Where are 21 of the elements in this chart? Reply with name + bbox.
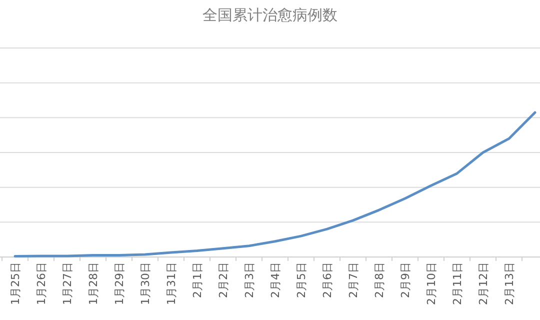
x-tick-label: 2月5日: [295, 262, 308, 298]
x-tick-label: 1月25日: [9, 262, 22, 305]
x-tick-label: 2月8日: [373, 262, 386, 298]
x-tick-label: 2月13日: [503, 262, 516, 305]
x-tick-label: 2月7日: [347, 262, 360, 298]
x-tick-label: 2月6日: [321, 262, 334, 298]
x-tick-label: 1月30日: [139, 262, 152, 305]
x-tick-label: 2月4日: [269, 262, 282, 298]
x-tick-label: 2月1日: [191, 262, 204, 298]
x-tick-label: 2月9日: [399, 262, 412, 298]
x-tick-label: 2月2日: [217, 262, 230, 298]
x-tick-label: 2月10日: [425, 262, 438, 305]
chart-title: 全国累计治愈病例数: [202, 6, 338, 24]
x-tick-label: 1月31日: [165, 262, 178, 305]
x-tick-label: 1月27日: [61, 262, 74, 305]
x-tick-label: 1月29日: [113, 262, 126, 305]
x-tick-label: 2月12日: [477, 262, 490, 305]
x-tick-label: 1月26日: [35, 262, 48, 305]
x-tick-label: 1月28日: [87, 262, 100, 305]
x-tick-label: 2月3日: [243, 262, 256, 298]
x-tick-label: 2月11日: [451, 262, 464, 305]
